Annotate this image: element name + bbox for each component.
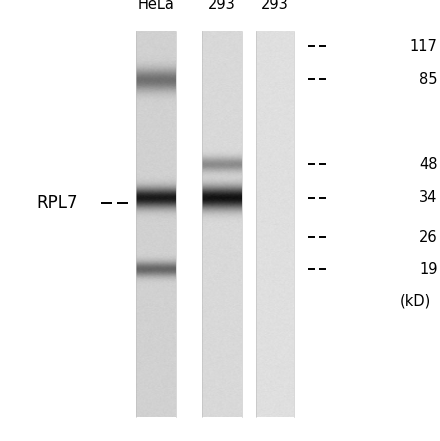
Text: 117: 117	[410, 39, 438, 54]
Text: 26: 26	[419, 230, 438, 245]
Text: HeLa: HeLa	[138, 0, 175, 12]
Text: (kD): (kD)	[400, 293, 431, 308]
Text: 48: 48	[419, 157, 438, 172]
Text: 293: 293	[261, 0, 289, 12]
Text: 293: 293	[208, 0, 236, 12]
Text: 34: 34	[419, 190, 438, 205]
Text: 19: 19	[419, 262, 438, 277]
Text: 85: 85	[419, 72, 438, 87]
Text: RPL7: RPL7	[37, 194, 78, 212]
